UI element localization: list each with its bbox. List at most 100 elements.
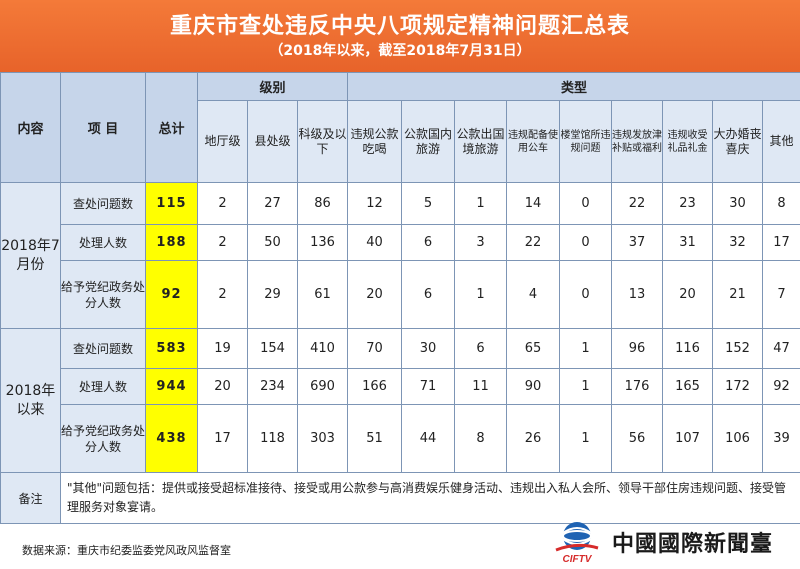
globe-icon — [555, 522, 599, 552]
type-cell: 14 — [506, 182, 561, 225]
level-cell: 410 — [296, 328, 349, 369]
brand-name: 中國國際新聞臺 — [612, 532, 774, 557]
type-cell: 23 — [662, 182, 714, 225]
type-cell: 96 — [611, 328, 664, 369]
type-cell: 51 — [347, 404, 403, 473]
type-cell: 1 — [559, 404, 613, 473]
logo-text: CIFTV — [563, 554, 593, 564]
level-cell: 20 — [197, 368, 248, 405]
type-cell: 4 — [506, 260, 561, 329]
type-cell: 8 — [454, 404, 508, 473]
level-cell: 154 — [247, 328, 298, 369]
header-type-group: 类型 — [347, 72, 800, 101]
header-type-0: 违规公款吃喝 — [347, 100, 403, 183]
level-cell: 19 — [197, 328, 248, 369]
type-cell: 12 — [347, 182, 403, 225]
level-cell: 2 — [197, 224, 248, 261]
type-cell: 47 — [762, 328, 800, 369]
table-row: 处理人数 188 2 50 136 40 6 3 22 0 37 31 32 17 — [1, 224, 800, 261]
type-cell: 13 — [611, 260, 664, 329]
type-cell: 92 — [762, 368, 800, 405]
type-cell: 7 — [762, 260, 800, 329]
row-item-label: 查处问题数 — [60, 182, 146, 225]
type-cell: 107 — [662, 404, 714, 473]
type-cell: 1 — [454, 260, 508, 329]
header-type-1: 公款国内旅游 — [401, 100, 456, 183]
type-cell: 172 — [712, 368, 764, 405]
level-cell: 50 — [247, 224, 298, 261]
note-text: "其他"问题包括：提供或接受超标准接待、接受或用公款参与高消费娱乐健身活动、违规… — [59, 472, 800, 524]
header-level-1: 县处级 — [247, 100, 298, 183]
data-source: 数据来源：重庆市纪委监委党风政风监督室 — [22, 544, 231, 557]
level-cell: 303 — [296, 404, 349, 473]
cictv-logo: CIFTV — [555, 522, 599, 564]
header-type-4: 楼堂馆所违规问题 — [559, 100, 613, 183]
row-item-label: 给予党纪政务处分人数 — [60, 260, 146, 329]
page-title: 重庆市查处违反中央八项规定精神问题汇总表 — [169, 14, 630, 39]
type-cell: 30 — [401, 328, 456, 369]
type-cell: 116 — [662, 328, 714, 369]
table-row: 给予党纪政务处分人数 92 2 29 61 20 6 1 4 0 13 20 21 7 — [1, 260, 800, 329]
type-cell: 176 — [611, 368, 664, 405]
header-total: 总计 — [145, 72, 198, 183]
header-level-group: 级别 — [196, 72, 349, 101]
type-cell: 1 — [454, 182, 508, 225]
level-cell: 136 — [296, 224, 349, 261]
level-cell: 61 — [296, 260, 349, 329]
type-cell: 6 — [401, 224, 456, 261]
type-cell: 5 — [401, 182, 456, 225]
header-type-8: 其他 — [762, 100, 800, 183]
type-cell: 90 — [506, 368, 561, 405]
header-type-6: 违规收受礼品礼金 — [662, 100, 714, 183]
type-cell: 39 — [762, 404, 800, 473]
type-cell: 106 — [712, 404, 764, 473]
level-cell: 27 — [247, 182, 298, 225]
level-cell: 690 — [296, 368, 349, 405]
type-cell: 152 — [712, 328, 764, 369]
table-row: 给予党纪政务处分人数 438 17 118 303 51 44 8 26 1 56 107 106 39 — [1, 404, 800, 473]
type-cell: 0 — [559, 260, 613, 329]
type-cell: 17 — [762, 224, 800, 261]
section-label: 2018年7月份 — [0, 182, 61, 329]
level-cell: 2 — [197, 260, 248, 329]
header-type-5: 违规发放津补贴或福利 — [611, 100, 664, 183]
table-row: 处理人数 944 20 234 690 166 71 11 90 1 176 165 172 92 — [1, 368, 800, 405]
type-cell: 37 — [611, 224, 664, 261]
row-total: 583 — [145, 328, 198, 369]
type-cell: 166 — [347, 368, 403, 405]
type-cell: 56 — [611, 404, 664, 473]
type-cell: 6 — [401, 260, 456, 329]
header-item: 项 目 — [60, 72, 146, 183]
level-cell: 29 — [247, 260, 298, 329]
type-cell: 71 — [401, 368, 456, 405]
type-cell: 65 — [506, 328, 561, 369]
row-total: 944 — [145, 368, 198, 405]
type-cell: 20 — [347, 260, 403, 329]
table-row: 2018年以来 查处问题数 583 19 154 410 70 30 6 65 1 96 116 152 4… — [0, 328, 800, 473]
header-type-2: 公款出国境旅游 — [454, 100, 508, 183]
row-item-label: 处理人数 — [60, 224, 146, 261]
type-cell: 32 — [712, 224, 764, 261]
type-cell: 1 — [559, 368, 613, 405]
page-subtitle: （2018年以来，截至2018年7月31日） — [269, 43, 531, 59]
row-total: 188 — [145, 224, 198, 261]
type-cell: 44 — [401, 404, 456, 473]
section-label: 2018年以来 — [0, 328, 61, 473]
type-cell: 11 — [454, 368, 508, 405]
level-cell: 234 — [247, 368, 298, 405]
type-cell: 20 — [662, 260, 714, 329]
note-label: 备注 — [0, 472, 61, 524]
type-cell: 30 — [712, 182, 764, 225]
type-cell: 26 — [506, 404, 561, 473]
level-cell: 118 — [247, 404, 298, 473]
type-cell: 0 — [559, 182, 613, 225]
level-cell: 17 — [197, 404, 248, 473]
summary-table: 内容 项 目 总计 级别 类型 地厅级 县处级 科级及以下 违规公款吃喝 公款国内旅游公… — [0, 72, 800, 524]
title-banner: 重庆市查处违反中央八项规定精神问题汇总表 （2018年以来，截至2018年7月3… — [0, 0, 800, 72]
row-total: 115 — [145, 182, 198, 225]
type-cell: 70 — [347, 328, 403, 369]
type-cell: 21 — [712, 260, 764, 329]
row-item-label: 给予党纪政务处分人数 — [60, 404, 146, 473]
header-content: 内容 — [0, 72, 61, 183]
row-item-label: 查处问题数 — [60, 328, 146, 369]
